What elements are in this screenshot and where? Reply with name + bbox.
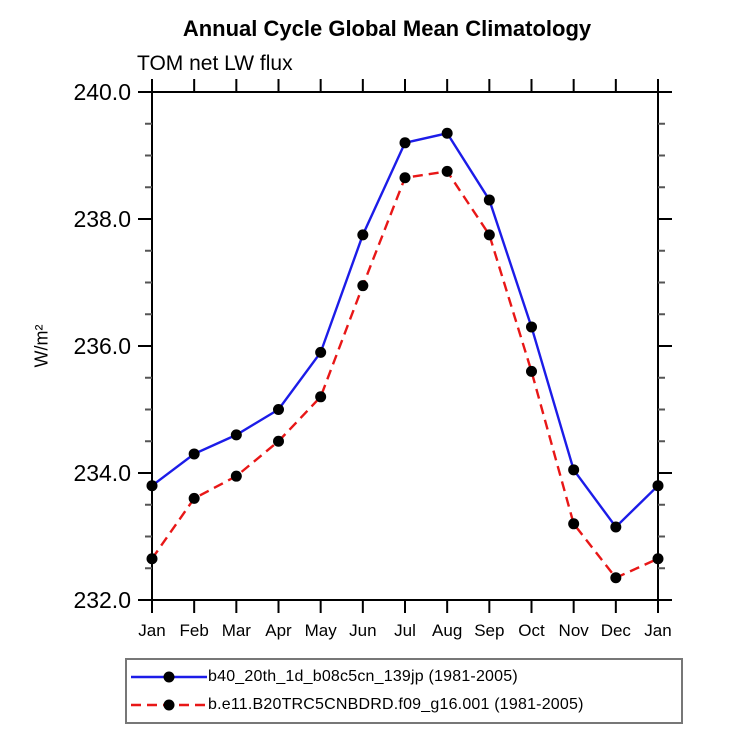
data-point-marker <box>652 480 664 492</box>
x-tick-label: Oct <box>518 621 545 640</box>
y-tick-label: 234.0 <box>73 460 131 486</box>
x-tick-label: Mar <box>222 621 252 640</box>
data-point-marker <box>568 518 580 530</box>
data-point-marker <box>441 127 453 139</box>
legend-marker <box>163 671 175 683</box>
data-point-marker <box>610 572 622 584</box>
data-point-marker <box>399 172 411 184</box>
y-tick-label: 238.0 <box>73 206 131 232</box>
data-point-marker <box>146 480 158 492</box>
x-tick-label: Jan <box>138 621 165 640</box>
x-tick-label: Dec <box>601 621 632 640</box>
data-point-marker <box>526 365 537 377</box>
chart-title: Annual Cycle Global Mean Climatology <box>182 16 592 41</box>
x-tick-label: Sep <box>474 621 504 640</box>
x-tick-label: Feb <box>180 621 209 640</box>
y-tick-label: 236.0 <box>73 333 131 359</box>
data-point-marker <box>273 404 284 415</box>
data-point-marker <box>610 521 622 533</box>
data-point-marker <box>230 429 242 441</box>
series-line-0 <box>151 131 659 529</box>
x-tick-label: May <box>305 621 338 640</box>
data-point-marker <box>483 194 495 206</box>
data-point-marker <box>315 391 327 403</box>
plot-area: Jan Feb Mar Apr May Jun Jul Aug Sep Oct Nov Dec Jan 2… <box>73 79 672 640</box>
data-point-marker <box>146 553 158 565</box>
data-point-marker <box>483 229 495 241</box>
data-point-marker <box>273 435 284 447</box>
data-point-marker <box>315 346 327 358</box>
legend-item-0: b40_20th_1d_b08c5cn_139jp (1981-2005) <box>127 665 681 689</box>
data-point-marker <box>568 464 580 476</box>
data-point-marker <box>652 553 664 565</box>
legend-marker <box>163 699 175 711</box>
series-line-1 <box>151 170 659 580</box>
data-point-marker <box>188 448 200 460</box>
x-tick-label: Jan <box>644 621 671 640</box>
x-tick-label: Aug <box>432 621 462 640</box>
y-tick-label: 232.0 <box>73 587 131 613</box>
data-point-marker <box>526 321 537 333</box>
chart-subtitle: TOM net LW flux <box>137 52 293 75</box>
x-tick-label: Apr <box>265 621 292 640</box>
x-tick-label: Nov <box>559 621 590 640</box>
data-point-marker <box>441 165 453 177</box>
y-tick-label: 240.0 <box>73 79 131 105</box>
legend-label-0: b40_20th_1d_b08c5cn_139jp (1981-2005) <box>208 667 518 685</box>
data-point-marker <box>357 229 369 241</box>
x-tick-label: Jun <box>349 621 376 640</box>
legend-box: b40_20th_1d_b08c5cn_139jp (1981-2005) b.… <box>125 658 683 724</box>
legend-item-1: b.e11.B20TRC5CNBDRD.f09_g16.001 (1981-20… <box>127 693 681 717</box>
data-point-marker <box>230 470 242 482</box>
x-tick-label: Jul <box>394 621 416 640</box>
legend-label-1: b.e11.B20TRC5CNBDRD.f09_g16.001 (1981-20… <box>208 696 584 714</box>
data-point-marker <box>357 280 369 292</box>
data-point-marker <box>188 492 200 504</box>
data-point-marker <box>399 137 411 149</box>
legend-line-sample-0 <box>131 671 207 683</box>
legend-line-sample-1 <box>131 699 207 711</box>
